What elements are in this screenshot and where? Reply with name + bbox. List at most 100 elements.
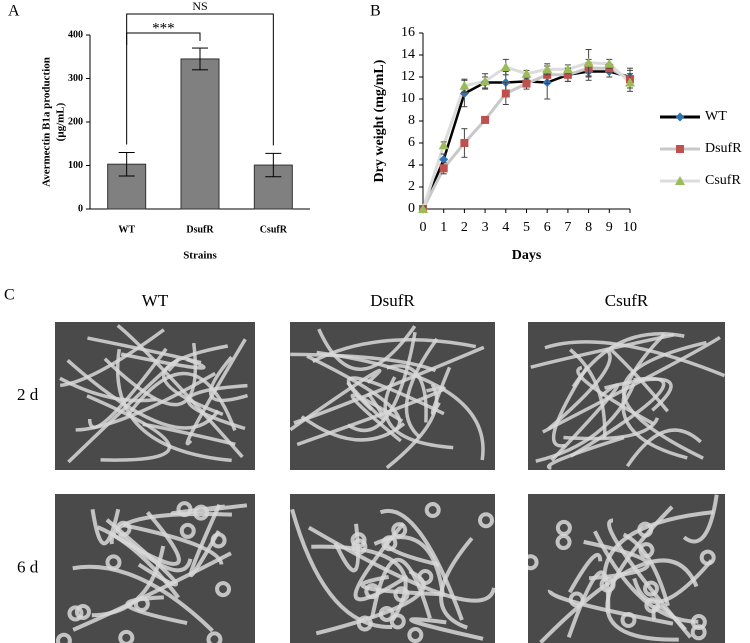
hypha [115, 520, 132, 537]
y-tick-label: 4 [408, 157, 415, 172]
y-axis-label: Avermectin B1a production [41, 57, 53, 187]
column-header: CsufR [605, 291, 649, 310]
hypha [350, 532, 367, 549]
hypha [638, 542, 655, 559]
x-tick-label: 7 [564, 220, 571, 235]
hypha [602, 510, 714, 582]
hypha [620, 612, 637, 628]
y-tick-label: 14 [401, 47, 415, 62]
hypha [87, 347, 168, 429]
row-label: 6 d [17, 557, 39, 576]
hypha [699, 549, 716, 566]
hypha [593, 530, 699, 624]
x-axis-label: Strains [183, 250, 217, 262]
image-clip-frame [522, 316, 731, 476]
y-tick-label: 8 [408, 113, 415, 128]
y-tick-label: 6 [408, 135, 415, 150]
hypha [583, 539, 650, 581]
marker [500, 62, 511, 72]
image-bg [290, 322, 495, 470]
legend-label: CsufR [705, 173, 741, 188]
hypha [289, 368, 382, 432]
sem-image [49, 488, 261, 643]
marker [583, 57, 594, 67]
sem-image [522, 316, 731, 476]
hypha [105, 518, 178, 587]
marker [562, 64, 573, 74]
hypha [563, 417, 660, 441]
hypha [215, 581, 232, 598]
x-tick-label: CsufR [260, 224, 288, 235]
hypha [535, 383, 636, 463]
hypha [379, 508, 464, 621]
hypha [353, 522, 409, 602]
x-tick-label: 0 [420, 220, 427, 235]
marker [563, 70, 572, 79]
image-clip-frame [284, 488, 501, 643]
hypha [67, 605, 84, 622]
hypha [126, 372, 237, 431]
bracket [126, 13, 274, 146]
column-header: WT [142, 291, 169, 310]
hypha [179, 522, 196, 539]
hypha [424, 502, 441, 519]
image-clip-frame [522, 488, 731, 643]
y-tick-label: 10 [401, 91, 415, 106]
hypha [478, 512, 495, 529]
row-label: 2 d [17, 385, 39, 404]
hypha [607, 518, 693, 639]
hypha [90, 508, 121, 546]
marker [501, 89, 510, 98]
panel-label: A [8, 3, 20, 20]
marker [625, 77, 635, 87]
marker [438, 140, 449, 150]
y-tick-label: 0 [408, 201, 415, 216]
hypha [210, 532, 227, 549]
hypha [385, 383, 439, 470]
hypha [161, 344, 229, 417]
hypha [568, 591, 585, 608]
x-tick-label: WT [118, 224, 135, 235]
hypha [300, 415, 406, 442]
panel-label: C [4, 287, 15, 304]
hypha [381, 535, 398, 552]
marker [676, 145, 684, 153]
hypha [625, 428, 702, 468]
hypha [541, 335, 721, 434]
hypha [206, 631, 223, 643]
bar [253, 164, 293, 210]
x-tick-label: 4 [502, 220, 509, 235]
legend-label: DsufR [705, 141, 742, 156]
hypha [55, 632, 72, 643]
marker [439, 155, 449, 164]
marker [542, 64, 553, 74]
hypha [109, 511, 181, 566]
hypha [407, 627, 424, 643]
y-tick-label: 2 [408, 179, 415, 194]
x-tick-label: 3 [482, 220, 489, 235]
hypha [539, 558, 699, 643]
hypha [122, 523, 224, 565]
hypha [567, 552, 603, 594]
x-tick-label: 9 [606, 220, 613, 235]
hypha [333, 523, 360, 573]
x-tick-label: 8 [585, 220, 592, 235]
hypha [356, 615, 373, 632]
hypha [569, 376, 666, 458]
hypha [59, 328, 165, 388]
hypha [604, 377, 673, 412]
hypha [547, 589, 674, 626]
y-tick-label: 16 [401, 25, 415, 40]
hypha [682, 494, 719, 544]
y-tick-label: 12 [401, 69, 415, 84]
hypha [690, 614, 707, 630]
x-tick-label: 2 [461, 220, 468, 235]
y-tick-label: 100 [68, 160, 83, 171]
marker [439, 164, 448, 173]
hypha [621, 332, 688, 460]
series-line [421, 70, 631, 210]
hypha [96, 525, 181, 599]
y-tick-label: 0 [78, 203, 83, 214]
image-clip-frame [284, 316, 501, 476]
